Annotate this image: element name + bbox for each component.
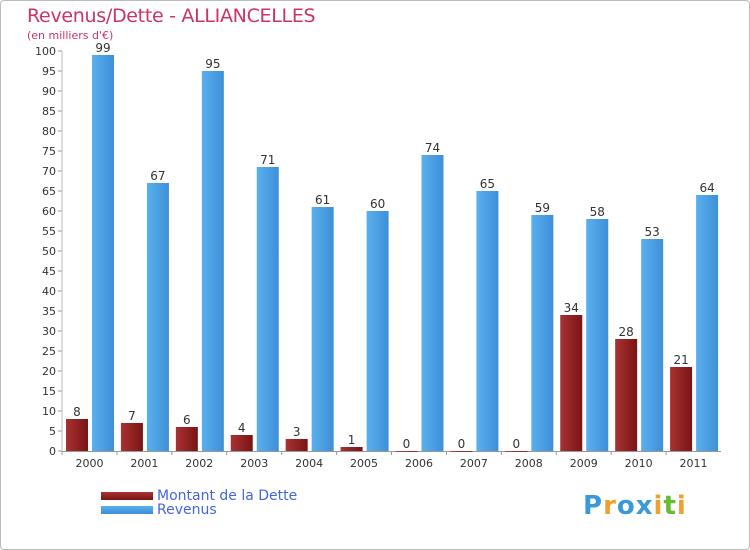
data-label-debt: 3	[293, 425, 301, 439]
bar-debt	[120, 423, 143, 451]
proxiti-logo: Proxiti	[583, 491, 687, 521]
y-tick-label: 50	[42, 245, 56, 258]
data-label-revenue: 60	[370, 197, 385, 211]
data-label-debt: 34	[564, 301, 579, 315]
x-tick-label: 2001	[130, 457, 158, 470]
bar-debt	[395, 451, 418, 452]
x-tick-label: 2005	[350, 457, 378, 470]
x-tick-label: 2002	[185, 457, 213, 470]
legend-swatch-revenue	[101, 506, 153, 514]
x-tick-label: 2000	[75, 457, 103, 470]
y-tick-label: 10	[42, 405, 56, 418]
data-label-revenue: 64	[699, 181, 714, 195]
x-tick-label: 2009	[570, 457, 598, 470]
y-tick-label: 80	[42, 125, 56, 138]
bar-revenue	[201, 71, 224, 451]
bar-revenue	[256, 167, 279, 451]
x-tick-label: 2006	[405, 457, 433, 470]
bar-revenue	[531, 215, 554, 451]
y-tick-label: 60	[42, 205, 56, 218]
y-tick-label: 100	[35, 45, 56, 58]
y-tick-label: 35	[42, 305, 56, 318]
y-tick-label: 75	[42, 145, 56, 158]
y-tick-label: 15	[42, 385, 56, 398]
data-label-revenue: 99	[95, 41, 110, 55]
y-tick-label: 40	[42, 285, 56, 298]
bar-revenue	[476, 191, 499, 451]
legend-label-debt: Montant de la Dette	[157, 488, 298, 504]
bar-debt	[670, 367, 693, 451]
bar-debt	[450, 451, 473, 452]
data-label-revenue: 53	[645, 225, 660, 239]
bar-revenue	[586, 219, 609, 451]
data-label-revenue: 67	[150, 169, 165, 183]
x-tick-label: 2004	[295, 457, 323, 470]
bar-revenue	[92, 55, 114, 451]
bar-debt	[615, 339, 638, 451]
y-tick-label: 20	[42, 365, 56, 378]
data-label-revenue: 71	[260, 153, 275, 167]
bar-debt	[175, 427, 198, 451]
legend-item-debt: Montant de la Dette	[101, 488, 297, 504]
bar-revenue	[311, 207, 334, 451]
bar-revenue	[366, 211, 389, 451]
bar-revenue	[696, 195, 719, 451]
y-tick-label: 70	[42, 165, 56, 178]
chart-title: Revenus/Dette - ALLIANCELLES	[27, 5, 316, 27]
y-tick-label: 95	[42, 65, 56, 78]
logo-letter: o	[616, 491, 636, 521]
data-label-revenue: 59	[535, 201, 550, 215]
data-label-debt: 21	[673, 353, 688, 367]
y-tick-label: 55	[42, 225, 56, 238]
logo-letter: P	[583, 491, 604, 521]
data-label-revenue: 65	[480, 177, 495, 191]
logo-letter: i	[653, 491, 664, 521]
logo-letter: i	[676, 491, 687, 521]
bar-debt	[505, 451, 528, 452]
logo-letter: x	[635, 491, 654, 521]
data-label-revenue: 58	[590, 205, 605, 219]
legend-item-revenue: Revenus	[101, 502, 217, 518]
data-label-debt: 7	[128, 409, 136, 423]
bar-debt	[230, 435, 253, 451]
logo-letter: r	[603, 491, 617, 521]
y-tick-label: 85	[42, 105, 56, 118]
bar-debt	[66, 419, 88, 451]
data-label-debt: 4	[238, 421, 246, 435]
data-label-debt: 6	[183, 413, 191, 427]
data-label-revenue: 95	[205, 57, 220, 71]
x-tick-label: 2010	[625, 457, 653, 470]
data-label-debt: 0	[403, 437, 411, 451]
legend-swatch-debt	[101, 492, 153, 500]
bar-revenue	[641, 239, 664, 451]
legend-label-revenue: Revenus	[157, 502, 217, 518]
y-tick-label: 25	[42, 345, 56, 358]
data-label-revenue: 61	[315, 193, 330, 207]
x-tick-label: 2011	[680, 457, 708, 470]
x-tick-label: 2008	[515, 457, 543, 470]
data-label-revenue: 74	[425, 141, 440, 155]
chart-subtitle: (en milliers d'€)	[27, 29, 114, 42]
data-label-debt: 28	[619, 325, 634, 339]
bar-revenue	[421, 155, 444, 451]
y-tick-label: 5	[49, 425, 56, 438]
data-label-debt: 0	[458, 437, 466, 451]
data-label-debt: 0	[513, 437, 521, 451]
logo-letter: t	[663, 491, 677, 521]
y-tick-label: 30	[42, 325, 56, 338]
bar-revenue	[146, 183, 169, 451]
bar-debt	[285, 439, 308, 451]
data-label-debt: 1	[348, 433, 356, 447]
y-tick-label: 0	[49, 445, 56, 458]
data-label-debt: 8	[73, 405, 81, 419]
y-tick-label: 45	[42, 265, 56, 278]
y-tick-label: 90	[42, 85, 56, 98]
x-tick-label: 2003	[240, 457, 268, 470]
bar-debt	[560, 315, 583, 451]
x-tick-label: 2007	[460, 457, 488, 470]
bar-debt	[340, 447, 363, 451]
y-tick-label: 65	[42, 185, 56, 198]
